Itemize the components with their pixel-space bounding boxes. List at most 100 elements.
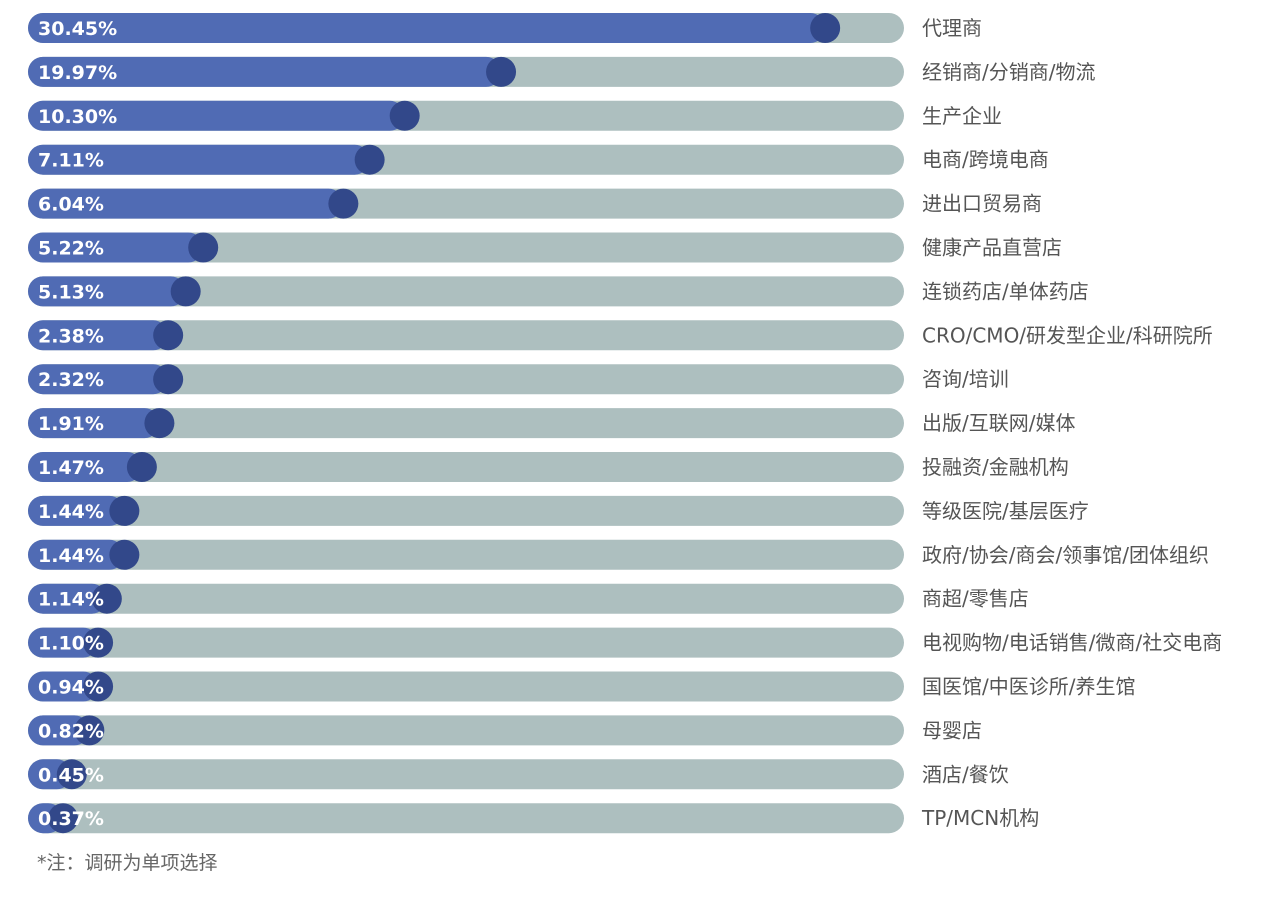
bar-knob [56, 759, 87, 790]
bar-track [28, 759, 904, 790]
category-label: CRO/CMO/研发型企业/科研院所 [922, 323, 1213, 347]
bar-row: 19.97% 经销商/分销商/物流 [28, 56, 1095, 87]
category-label: 商超/零售店 [922, 587, 1029, 611]
value-label: 0.82% [38, 720, 104, 742]
value-label: 30.45% [38, 18, 117, 40]
bar-knob [83, 627, 114, 658]
value-label: 19.97% [38, 62, 117, 84]
value-label: 0.94% [38, 677, 104, 699]
bar-fill [28, 188, 344, 219]
bar-row: 1.10% 电视购物/电话销售/微商/社交电商 [28, 627, 1222, 658]
bar-knob [126, 452, 157, 482]
bar-track [28, 715, 904, 746]
value-label: 0.45% [38, 764, 104, 786]
bar-knob [74, 715, 105, 746]
category-label: 咨询/培训 [922, 367, 1009, 391]
value-label: 1.47% [38, 457, 104, 479]
bar-row: 7.11% 电商/跨境电商 [28, 144, 1049, 175]
category-label: 国医馆/中医诊所/养生馆 [922, 675, 1135, 699]
value-label: 1.44% [38, 501, 104, 523]
bar-track [28, 452, 904, 482]
bar-fill [28, 671, 99, 702]
category-label: 连锁药店/单体药店 [922, 279, 1089, 303]
value-label: 1.91% [38, 413, 104, 435]
value-label: 0.37% [38, 808, 104, 830]
bar-row: 1.47% 投融资/金融机构 [28, 452, 1069, 482]
category-label: 进出口贸易商 [922, 192, 1042, 216]
value-label: 5.22% [38, 238, 104, 260]
bar-knob [153, 364, 184, 395]
bar-track [28, 364, 904, 395]
bar-track [28, 276, 904, 307]
bar-knob [91, 583, 122, 614]
bar-track [28, 583, 904, 614]
bar-knob [810, 13, 841, 43]
bar-fill [28, 627, 99, 658]
category-label: TP/MCN机构 [921, 806, 1039, 830]
bar-knob [389, 100, 420, 131]
bar-fill [28, 100, 405, 131]
bar-knob [109, 495, 140, 526]
bar-track [28, 320, 904, 351]
bar-row: 5.22% 健康产品直营店 [28, 232, 1062, 263]
bar-track [28, 232, 904, 263]
category-label: 代理商 [922, 16, 982, 40]
bar-fill [28, 495, 125, 526]
category-label: 经销商/分销商/物流 [922, 60, 1095, 84]
bar-fill [28, 583, 107, 614]
bar-track [28, 627, 904, 658]
bar-fill [28, 144, 370, 175]
bar-row: 1.44% 等级医院/基层医疗 [28, 495, 1089, 526]
bar-row: 6.04% 进出口贸易商 [28, 188, 1042, 219]
bar-row: 1.14% 商超/零售店 [28, 583, 1029, 614]
bar-fill [28, 13, 826, 43]
category-label: 电视购物/电话销售/微商/社交电商 [922, 631, 1222, 655]
value-label: 10.30% [38, 106, 117, 128]
value-label: 1.44% [38, 545, 104, 567]
bar-row: 1.91% 出版/互联网/媒体 [28, 408, 1075, 439]
bar-track [28, 671, 904, 702]
bar-row: 1.44% 政府/协会/商会/领事馆/团体组织 [28, 539, 1209, 570]
bar-knob [109, 539, 140, 570]
bar-row: 10.30% 生产企业 [28, 100, 1002, 131]
value-label: 2.38% [38, 325, 104, 347]
footnote: *注：调研为单项选择 [37, 852, 218, 874]
bar-knob [153, 320, 184, 351]
bar-row: 0.94% 国医馆/中医诊所/养生馆 [28, 671, 1135, 702]
bar-knob [83, 671, 114, 702]
category-label: 母婴店 [922, 718, 982, 742]
bar-fill [28, 539, 125, 570]
category-label: 电商/跨境电商 [922, 148, 1049, 172]
bar-row: 0.45% 酒店/餐饮 [28, 759, 1009, 790]
bar-knob [328, 188, 359, 219]
bar-row: 30.45% 代理商 [28, 13, 982, 43]
category-label: 酒店/餐饮 [922, 762, 1009, 786]
bar-row: 5.13% 连锁药店/单体药店 [28, 276, 1089, 307]
value-label: 1.10% [38, 633, 104, 655]
value-label: 7.11% [38, 150, 104, 172]
bar-fill [28, 408, 160, 439]
bar-row: 0.82% 母婴店 [28, 715, 982, 746]
category-label: 生产企业 [922, 104, 1002, 128]
bar-fill [28, 320, 169, 351]
bar-track [28, 408, 904, 439]
bar-knob [188, 232, 219, 263]
bar-fill [28, 232, 204, 263]
bar-knob [486, 56, 517, 87]
value-label: 1.14% [38, 589, 104, 611]
bar-row: 2.32% 咨询/培训 [28, 364, 1009, 395]
bar-knob [354, 144, 385, 175]
category-label: 政府/协会/商会/领事馆/团体组织 [922, 543, 1209, 567]
category-label: 出版/互联网/媒体 [922, 411, 1075, 435]
bar-track [28, 539, 904, 570]
bar-fill [28, 276, 186, 307]
category-label: 健康产品直营店 [922, 236, 1062, 260]
bar-fill [28, 56, 502, 87]
bar-fill [28, 452, 142, 482]
bar-knob [144, 408, 175, 439]
bar-row: 0.37% TP/MCN机构 [28, 803, 1039, 834]
bar-row: 2.38% CRO/CMO/研发型企业/科研院所 [28, 320, 1213, 351]
bar-track [28, 803, 904, 834]
bar-fill [28, 715, 90, 746]
